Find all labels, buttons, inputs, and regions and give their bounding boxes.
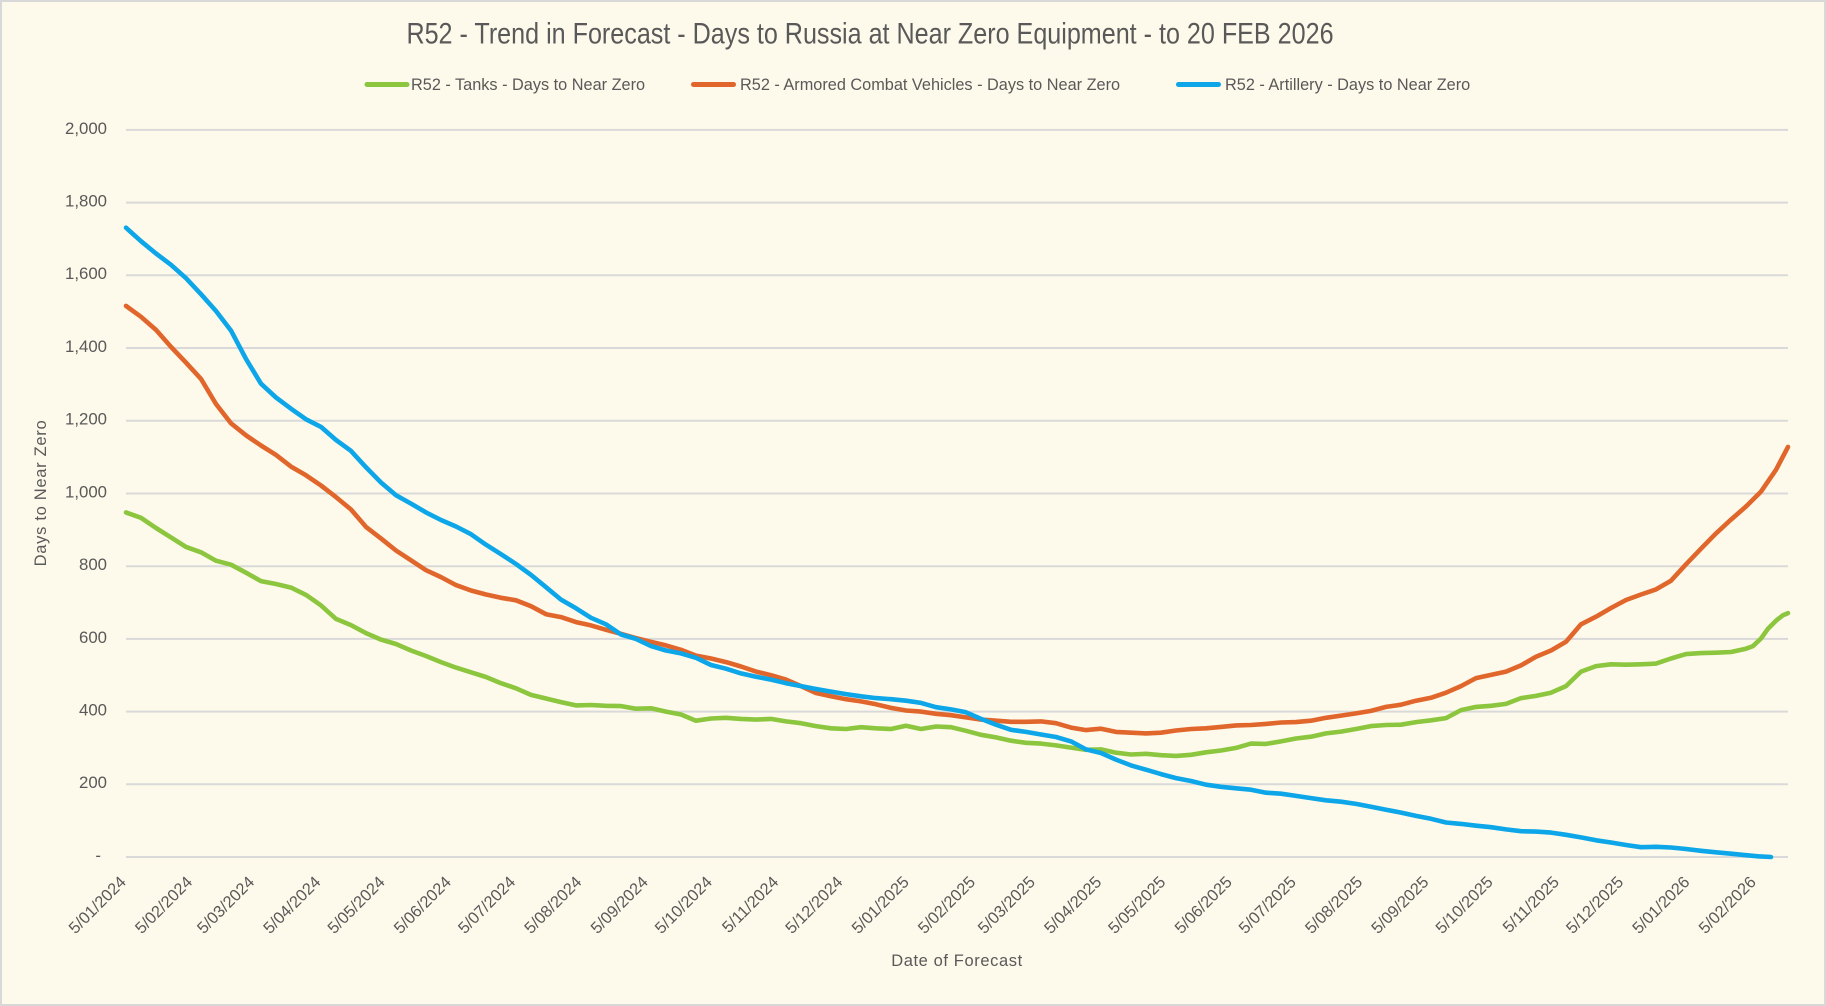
- svg-text:-: -: [95, 846, 101, 865]
- svg-text:Date of Forecast: Date of Forecast: [891, 952, 1023, 970]
- svg-text:1,400: 1,400: [65, 337, 107, 356]
- svg-text:R52 - Artillery - Days to Near: R52 - Artillery - Days to Near Zero: [1225, 76, 1470, 94]
- svg-text:800: 800: [79, 555, 107, 574]
- svg-text:1,000: 1,000: [65, 482, 107, 501]
- svg-text:400: 400: [79, 701, 107, 720]
- svg-text:1,600: 1,600: [65, 264, 107, 283]
- svg-text:600: 600: [79, 628, 107, 647]
- svg-text:1,800: 1,800: [65, 192, 107, 211]
- svg-text:Days to Near Zero: Days to Near Zero: [32, 420, 50, 567]
- svg-text:1,200: 1,200: [65, 410, 107, 429]
- svg-text:R52 - Tanks - Days to Near Zer: R52 - Tanks - Days to Near Zero: [411, 76, 645, 94]
- svg-text:200: 200: [79, 773, 107, 792]
- svg-text:R52 - Armored Combat Vehicles: R52 - Armored Combat Vehicles - Days to …: [740, 76, 1120, 94]
- svg-text:R52 - Trend in Forecast - Days: R52 - Trend in Forecast - Days to Russia…: [406, 16, 1333, 50]
- svg-text:2,000: 2,000: [65, 119, 107, 138]
